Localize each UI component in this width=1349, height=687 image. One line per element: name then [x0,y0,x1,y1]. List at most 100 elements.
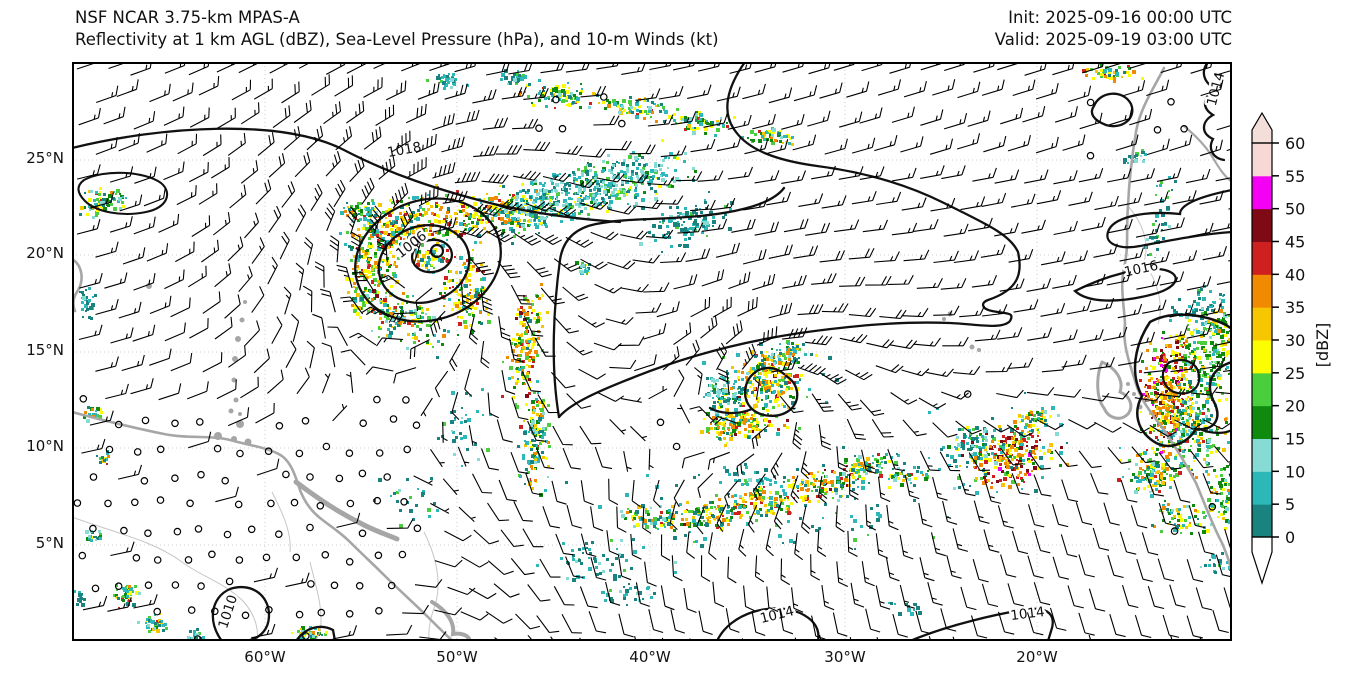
border-line [309,561,322,641]
isobar-label: 1014 [1204,70,1228,107]
reflectivity-speckles [73,68,1232,640]
isobar [1072,267,1177,302]
isobar [77,171,169,215]
graticule-layer [72,62,1232,641]
colorbar-tick-label: 45 [1285,233,1305,252]
island [236,420,244,428]
island [231,436,237,442]
colorbar-segment [1252,504,1272,538]
colorbar-tick-label: 40 [1285,265,1305,284]
colorbar-segment [1252,241,1272,275]
island [942,317,946,321]
isobar [708,366,799,418]
cyclone-center-isobar [429,243,445,259]
isobar-closed [354,197,502,323]
calm-wind-circles [73,93,1217,641]
island [244,438,252,446]
reflectivity-speckles [76,69,1231,641]
island [969,344,975,350]
coastline-layer [72,66,1232,641]
lat-label-5N: 5°N [35,534,64,552]
isobar-closed [377,224,471,304]
isobar [211,586,271,641]
border-line [1127,205,1161,325]
colorbar-extend-over [1251,111,1273,144]
lon-label-50W: 50°W [436,648,478,666]
colorbar-segment [1252,143,1272,177]
isobar-label: 1018 [386,139,423,161]
island [1132,392,1136,396]
wind-barbs [76,62,1232,641]
reflectivity-speckles [79,66,1231,638]
isobar [715,607,820,641]
isobar [557,62,1021,419]
island [238,412,242,416]
colorbar-segment [1252,340,1272,374]
isobar [1106,188,1232,249]
model-title: NSF NCAR 3.75-km MPAS-A [75,8,300,27]
colorbar-tick-label: 60 [1285,134,1305,153]
plot-subtitle: Reflectivity at 1 km AGL (dBZ), Sea-Leve… [75,30,719,49]
map-frame [72,62,1232,641]
coastline [72,410,455,641]
colorbar-tick-label: 0 [1285,528,1295,547]
isobar-closed [410,238,454,274]
reflectivity-speckles [83,64,1232,640]
island [231,377,237,383]
island [233,397,239,403]
lon-label-40W: 40°W [629,648,671,666]
init-time-label: Init: 2025-09-16 00:00 UTC [1008,8,1232,27]
lat-label-25N: 25°N [26,149,64,167]
coastline [1096,360,1133,420]
border-line [423,531,439,641]
isobar [294,625,337,641]
isobar [1161,358,1201,395]
lat-label-10N: 10°N [26,437,64,455]
island [243,300,247,304]
colorbar-segment [1252,175,1272,210]
island [235,336,241,342]
lat-label-20N: 20°N [26,244,64,262]
island [1126,382,1130,386]
colorbar-tick-label: 50 [1285,200,1305,219]
colorbar-axis-label: [dBZ] [1313,323,1332,368]
coastline [293,479,400,542]
reflectivity-speckles [82,78,1232,640]
isobar [908,607,1054,641]
island [214,432,222,440]
colorbar-tick-label: 5 [1285,495,1295,514]
colorbar-segment [1252,307,1272,341]
coastline [430,600,472,641]
colorbar-segment [1252,274,1272,308]
island [977,348,981,352]
colorbar-tick-label: 15 [1285,430,1305,449]
island [228,408,234,414]
island [232,356,238,362]
lat-label-15N: 15°N [26,341,64,359]
colorbar-tick-label: 10 [1285,462,1305,481]
colorbar-segment [1252,405,1272,439]
colorbar-tick-label: 30 [1285,331,1305,350]
colorbar-segment [1252,372,1272,407]
colorbar-segment [1252,438,1272,472]
lon-label-30W: 30°W [824,648,866,666]
isobar [1197,427,1232,434]
lon-label-20W: 20°W [1016,648,1058,666]
colorbar-segment [1252,208,1272,242]
island [239,317,245,323]
wind-barb-layer [73,62,1232,641]
reflectivity-layer [73,64,1232,641]
isobar-label: 1014 [758,603,795,627]
colorbar-segment [1252,471,1272,505]
colorbar-tick-label: 20 [1285,397,1305,416]
colorbar-tick-label: 35 [1285,298,1305,317]
isobar [552,186,786,419]
border-line [271,491,291,553]
lon-label-60W: 60°W [244,648,286,666]
colorbar-tick-label: 55 [1285,167,1305,186]
colorbar-tick-label: 25 [1285,364,1305,383]
valid-time-label: Valid: 2025-09-19 03:00 UTC [994,30,1232,49]
reflectivity-speckles [86,69,1232,639]
